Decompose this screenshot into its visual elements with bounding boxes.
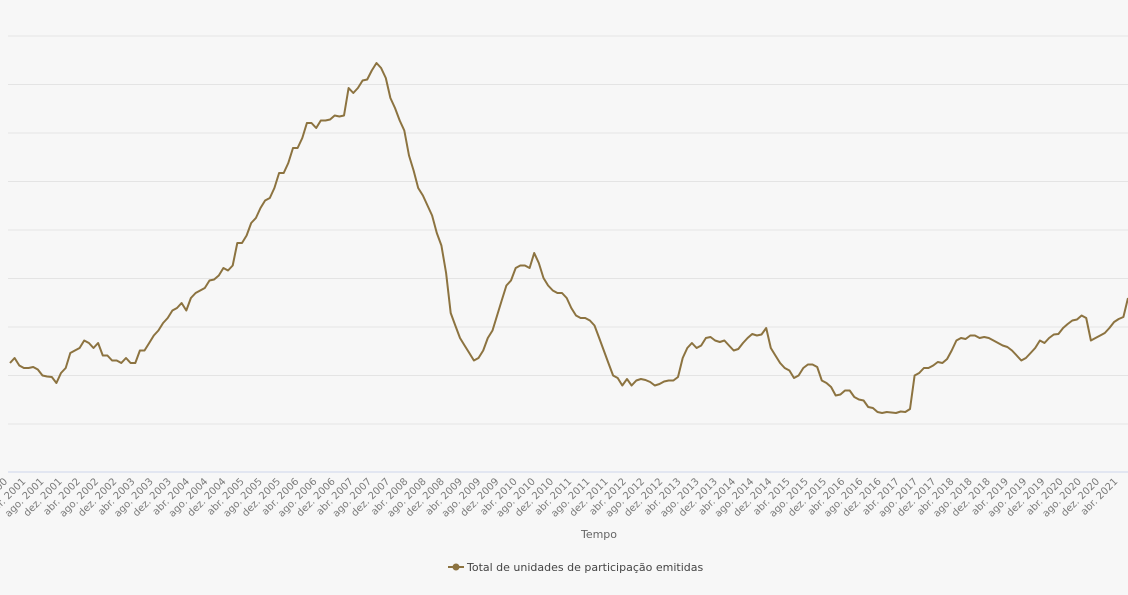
x-axis-title: Tempo xyxy=(580,528,617,541)
series-layer xyxy=(9,62,1128,414)
grid-lines xyxy=(8,35,1128,425)
legend[interactable]: Total de unidades de participação emitid… xyxy=(448,561,703,574)
legend-point-marker xyxy=(452,563,460,571)
series-line-total-unidades[interactable] xyxy=(9,62,1128,414)
legend-label: Total de unidades de participação emitid… xyxy=(466,561,703,574)
